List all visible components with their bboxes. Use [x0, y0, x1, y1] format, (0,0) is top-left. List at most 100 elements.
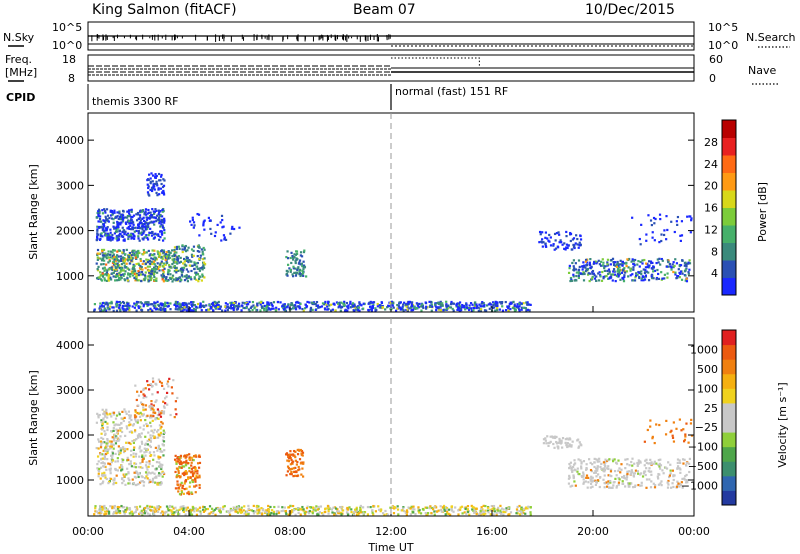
data-point: [641, 259, 644, 262]
data-point: [99, 466, 103, 469]
data-point: [199, 304, 202, 308]
data-point: [110, 267, 113, 271]
data-point: [194, 480, 197, 483]
freq-panel: Freq. [MHz] 18 8 Nave 60 0: [5, 53, 778, 85]
data-point: [176, 308, 179, 311]
data-point: [107, 220, 110, 223]
data-point: [542, 438, 546, 441]
data-point: [389, 506, 392, 509]
data-point: [331, 511, 334, 514]
data-point: [163, 179, 166, 182]
data-point: [547, 444, 550, 448]
data-point: [643, 440, 646, 443]
data-point: [161, 443, 164, 446]
data-point: [610, 258, 613, 262]
data-point: [630, 460, 633, 464]
data-point: [499, 511, 502, 514]
data-point: [675, 485, 679, 488]
data-point: [627, 266, 630, 269]
data-point: [299, 263, 302, 266]
data-point: [658, 467, 662, 470]
data-point: [120, 216, 124, 219]
data-point: [238, 226, 241, 229]
data-point: [155, 174, 158, 178]
data-point: [599, 275, 602, 278]
data-point: [585, 468, 588, 471]
data-point: [652, 265, 655, 269]
data-point: [600, 279, 604, 282]
data-point: [189, 276, 192, 279]
data-point: [103, 471, 106, 474]
data-point: [450, 509, 454, 512]
data-point: [416, 302, 419, 306]
data-point: [108, 268, 111, 271]
data-point: [115, 436, 118, 439]
data-point: [124, 216, 127, 219]
data-point: [330, 303, 333, 306]
data-point: [189, 220, 192, 223]
data-point: [163, 449, 166, 452]
data-point: [302, 461, 305, 464]
data-point: [290, 302, 294, 305]
data-point: [202, 266, 206, 270]
data-point: [188, 492, 191, 496]
data-point: [513, 304, 516, 307]
data-point: [149, 383, 153, 386]
data-point: [147, 383, 150, 387]
data-point: [644, 274, 648, 277]
data-point: [560, 241, 563, 244]
colorbar-swatch: [722, 475, 736, 491]
data-point: [160, 182, 163, 186]
data-point: [292, 304, 296, 307]
data-point: [369, 505, 372, 509]
data-point: [661, 277, 664, 280]
data-point: [140, 475, 143, 478]
data-point: [219, 507, 222, 510]
data-point: [94, 510, 97, 513]
data-point: [101, 209, 104, 212]
data-point: [287, 467, 291, 470]
data-point: [465, 303, 468, 306]
data-point: [539, 233, 542, 236]
data-point: [588, 458, 591, 461]
data-point: [101, 301, 105, 305]
data-point: [658, 423, 661, 427]
data-point: [564, 248, 567, 251]
data-point: [293, 470, 296, 474]
data-point: [485, 309, 488, 312]
data-point: [168, 264, 171, 267]
data-point: [636, 470, 640, 473]
data-point: [667, 265, 670, 268]
data-point: [150, 453, 153, 457]
data-point: [131, 257, 134, 260]
data-point: [573, 267, 576, 270]
data-point: [653, 269, 657, 272]
data-point: [129, 275, 132, 278]
data-point: [482, 513, 485, 516]
data-point: [105, 217, 108, 220]
data-point: [274, 309, 277, 312]
data-point: [161, 226, 165, 229]
data-point: [173, 258, 176, 261]
data-point: [133, 237, 136, 240]
data-point: [152, 268, 155, 271]
data-point: [133, 276, 136, 280]
data-point: [120, 417, 123, 420]
velocity-frame: [87, 317, 695, 517]
data-point: [624, 467, 627, 470]
data-point: [99, 444, 103, 447]
data-point: [226, 308, 229, 312]
data-point: [118, 210, 121, 213]
data-point: [111, 238, 114, 241]
data-point: [586, 273, 590, 276]
data-point: [589, 478, 592, 481]
data-point: [112, 481, 116, 485]
data-point: [108, 477, 112, 480]
data-point: [157, 456, 160, 459]
data-point: [480, 508, 483, 511]
data-point: [396, 303, 399, 307]
data-point: [527, 505, 530, 508]
data-point: [353, 304, 356, 307]
data-point: [557, 447, 560, 450]
data-point: [302, 462, 305, 465]
